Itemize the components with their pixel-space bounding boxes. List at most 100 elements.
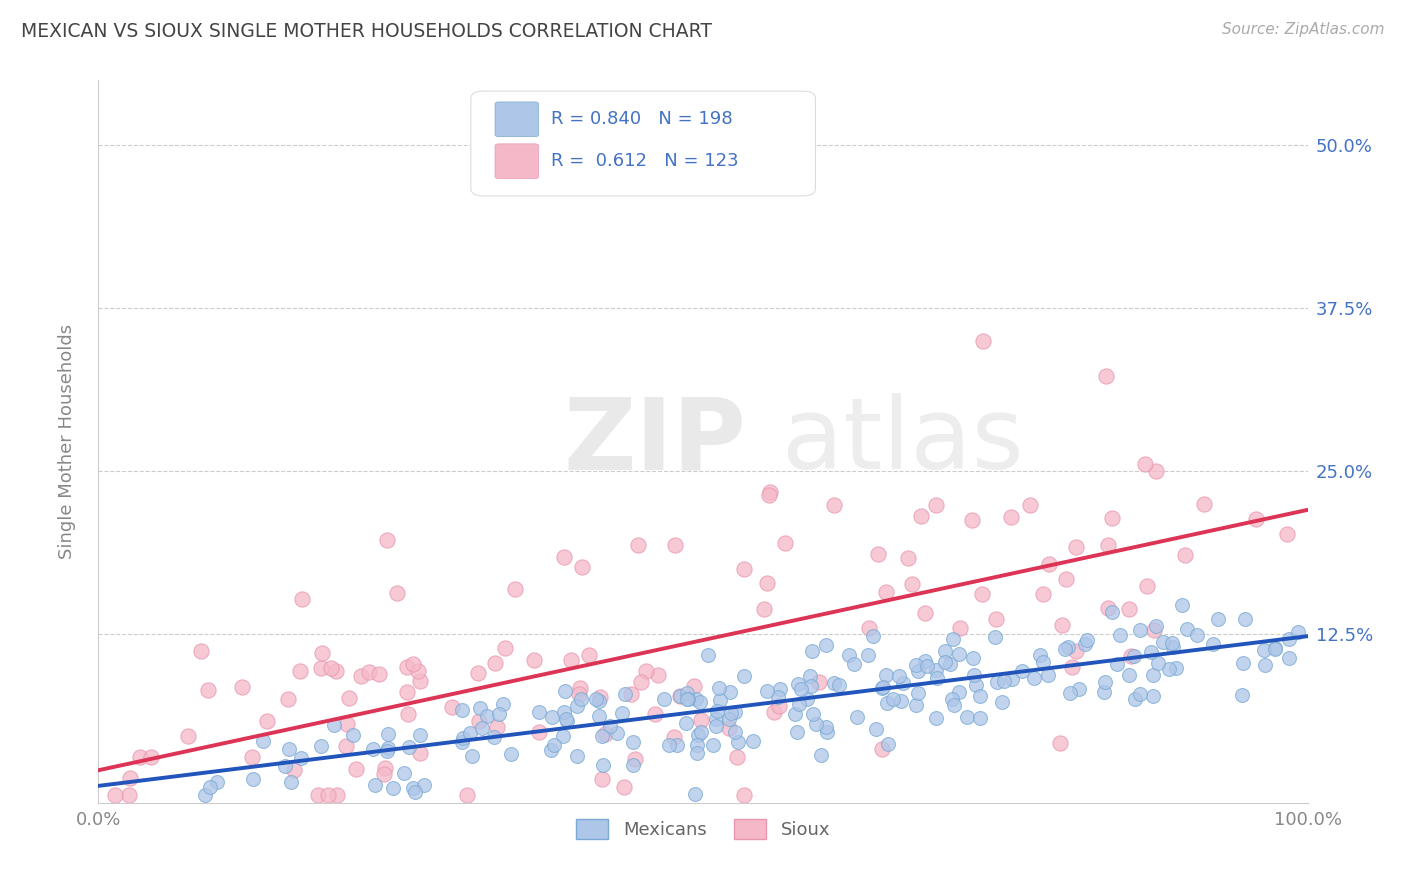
Point — [727, 735, 749, 749]
Point — [876, 697, 898, 711]
Point — [588, 709, 610, 723]
Point — [1159, 662, 1181, 676]
Point — [675, 715, 697, 730]
Point — [630, 675, 652, 690]
Point — [540, 743, 562, 757]
Point — [907, 686, 929, 700]
Point — [290, 751, 312, 765]
Point — [242, 772, 264, 786]
Point — [790, 682, 813, 697]
Point — [1232, 656, 1254, 670]
Point — [274, 759, 297, 773]
Point — [842, 657, 865, 671]
Point — [451, 703, 474, 717]
Point — [897, 550, 920, 565]
Point — [316, 788, 339, 802]
Point — [394, 766, 416, 780]
Point — [1064, 643, 1087, 657]
Point — [706, 704, 728, 718]
Point — [1092, 684, 1115, 698]
Point — [676, 692, 699, 706]
Point — [592, 757, 614, 772]
Text: Source: ZipAtlas.com: Source: ZipAtlas.com — [1222, 22, 1385, 37]
Point — [1135, 457, 1157, 471]
Point — [1095, 369, 1118, 384]
Point — [311, 646, 333, 660]
Point — [846, 710, 869, 724]
Point — [567, 748, 589, 763]
Point — [555, 714, 578, 729]
Point — [1175, 623, 1198, 637]
Point — [543, 738, 565, 752]
Text: atlas: atlas — [782, 393, 1024, 490]
Point — [468, 714, 491, 728]
Point — [1054, 642, 1077, 657]
Point — [647, 667, 669, 681]
Point — [1161, 640, 1184, 655]
Point — [934, 656, 956, 670]
Point — [733, 788, 755, 802]
Point — [256, 714, 278, 728]
Point — [118, 772, 141, 786]
Point — [668, 689, 690, 703]
Point — [1129, 624, 1152, 638]
Point — [621, 757, 644, 772]
Point — [205, 775, 228, 789]
Point — [787, 697, 810, 711]
Point — [1278, 632, 1301, 646]
Point — [1105, 657, 1128, 671]
Point — [991, 695, 1014, 709]
Point — [938, 657, 960, 671]
Point — [395, 659, 418, 673]
Point — [1232, 688, 1254, 702]
Point — [636, 664, 658, 678]
Point — [870, 742, 893, 756]
Point — [325, 664, 347, 678]
Point — [1174, 548, 1197, 562]
Point — [1001, 672, 1024, 686]
Point — [1147, 657, 1170, 671]
Point — [984, 630, 1007, 644]
Point — [349, 669, 371, 683]
Point — [523, 653, 546, 667]
Point — [1022, 671, 1045, 685]
Point — [402, 780, 425, 795]
Point — [231, 680, 253, 694]
Point — [652, 692, 675, 706]
Point — [190, 644, 212, 658]
Point — [1264, 641, 1286, 656]
Point — [377, 727, 399, 741]
Point — [758, 487, 780, 501]
Point — [277, 692, 299, 706]
Point — [336, 717, 359, 731]
Point — [925, 663, 948, 677]
Point — [458, 725, 481, 739]
Point — [676, 685, 699, 699]
Point — [367, 667, 389, 681]
Point — [907, 665, 929, 679]
Point — [1161, 636, 1184, 650]
Legend: Mexicans, Sioux: Mexicans, Sioux — [567, 810, 839, 848]
Point — [718, 721, 741, 735]
Point — [1206, 612, 1229, 626]
Point — [1164, 661, 1187, 675]
Point — [1118, 601, 1140, 615]
Point — [934, 644, 956, 658]
Point — [599, 719, 621, 733]
Point — [1286, 624, 1309, 639]
Point — [914, 654, 936, 668]
Point — [585, 692, 607, 706]
Point — [689, 695, 711, 709]
Point — [664, 538, 686, 552]
Text: ZIP: ZIP — [564, 393, 747, 490]
Point — [1254, 658, 1277, 673]
Point — [756, 576, 779, 591]
Text: MEXICAN VS SIOUX SINGLE MOTHER HOUSEHOLDS CORRELATION CHART: MEXICAN VS SIOUX SINGLE MOTHER HOUSEHOLD… — [21, 22, 711, 41]
Point — [342, 728, 364, 742]
Point — [499, 747, 522, 762]
Point — [461, 748, 484, 763]
Point — [357, 665, 380, 679]
Point — [689, 725, 711, 739]
Point — [717, 712, 740, 726]
Point — [786, 725, 808, 739]
